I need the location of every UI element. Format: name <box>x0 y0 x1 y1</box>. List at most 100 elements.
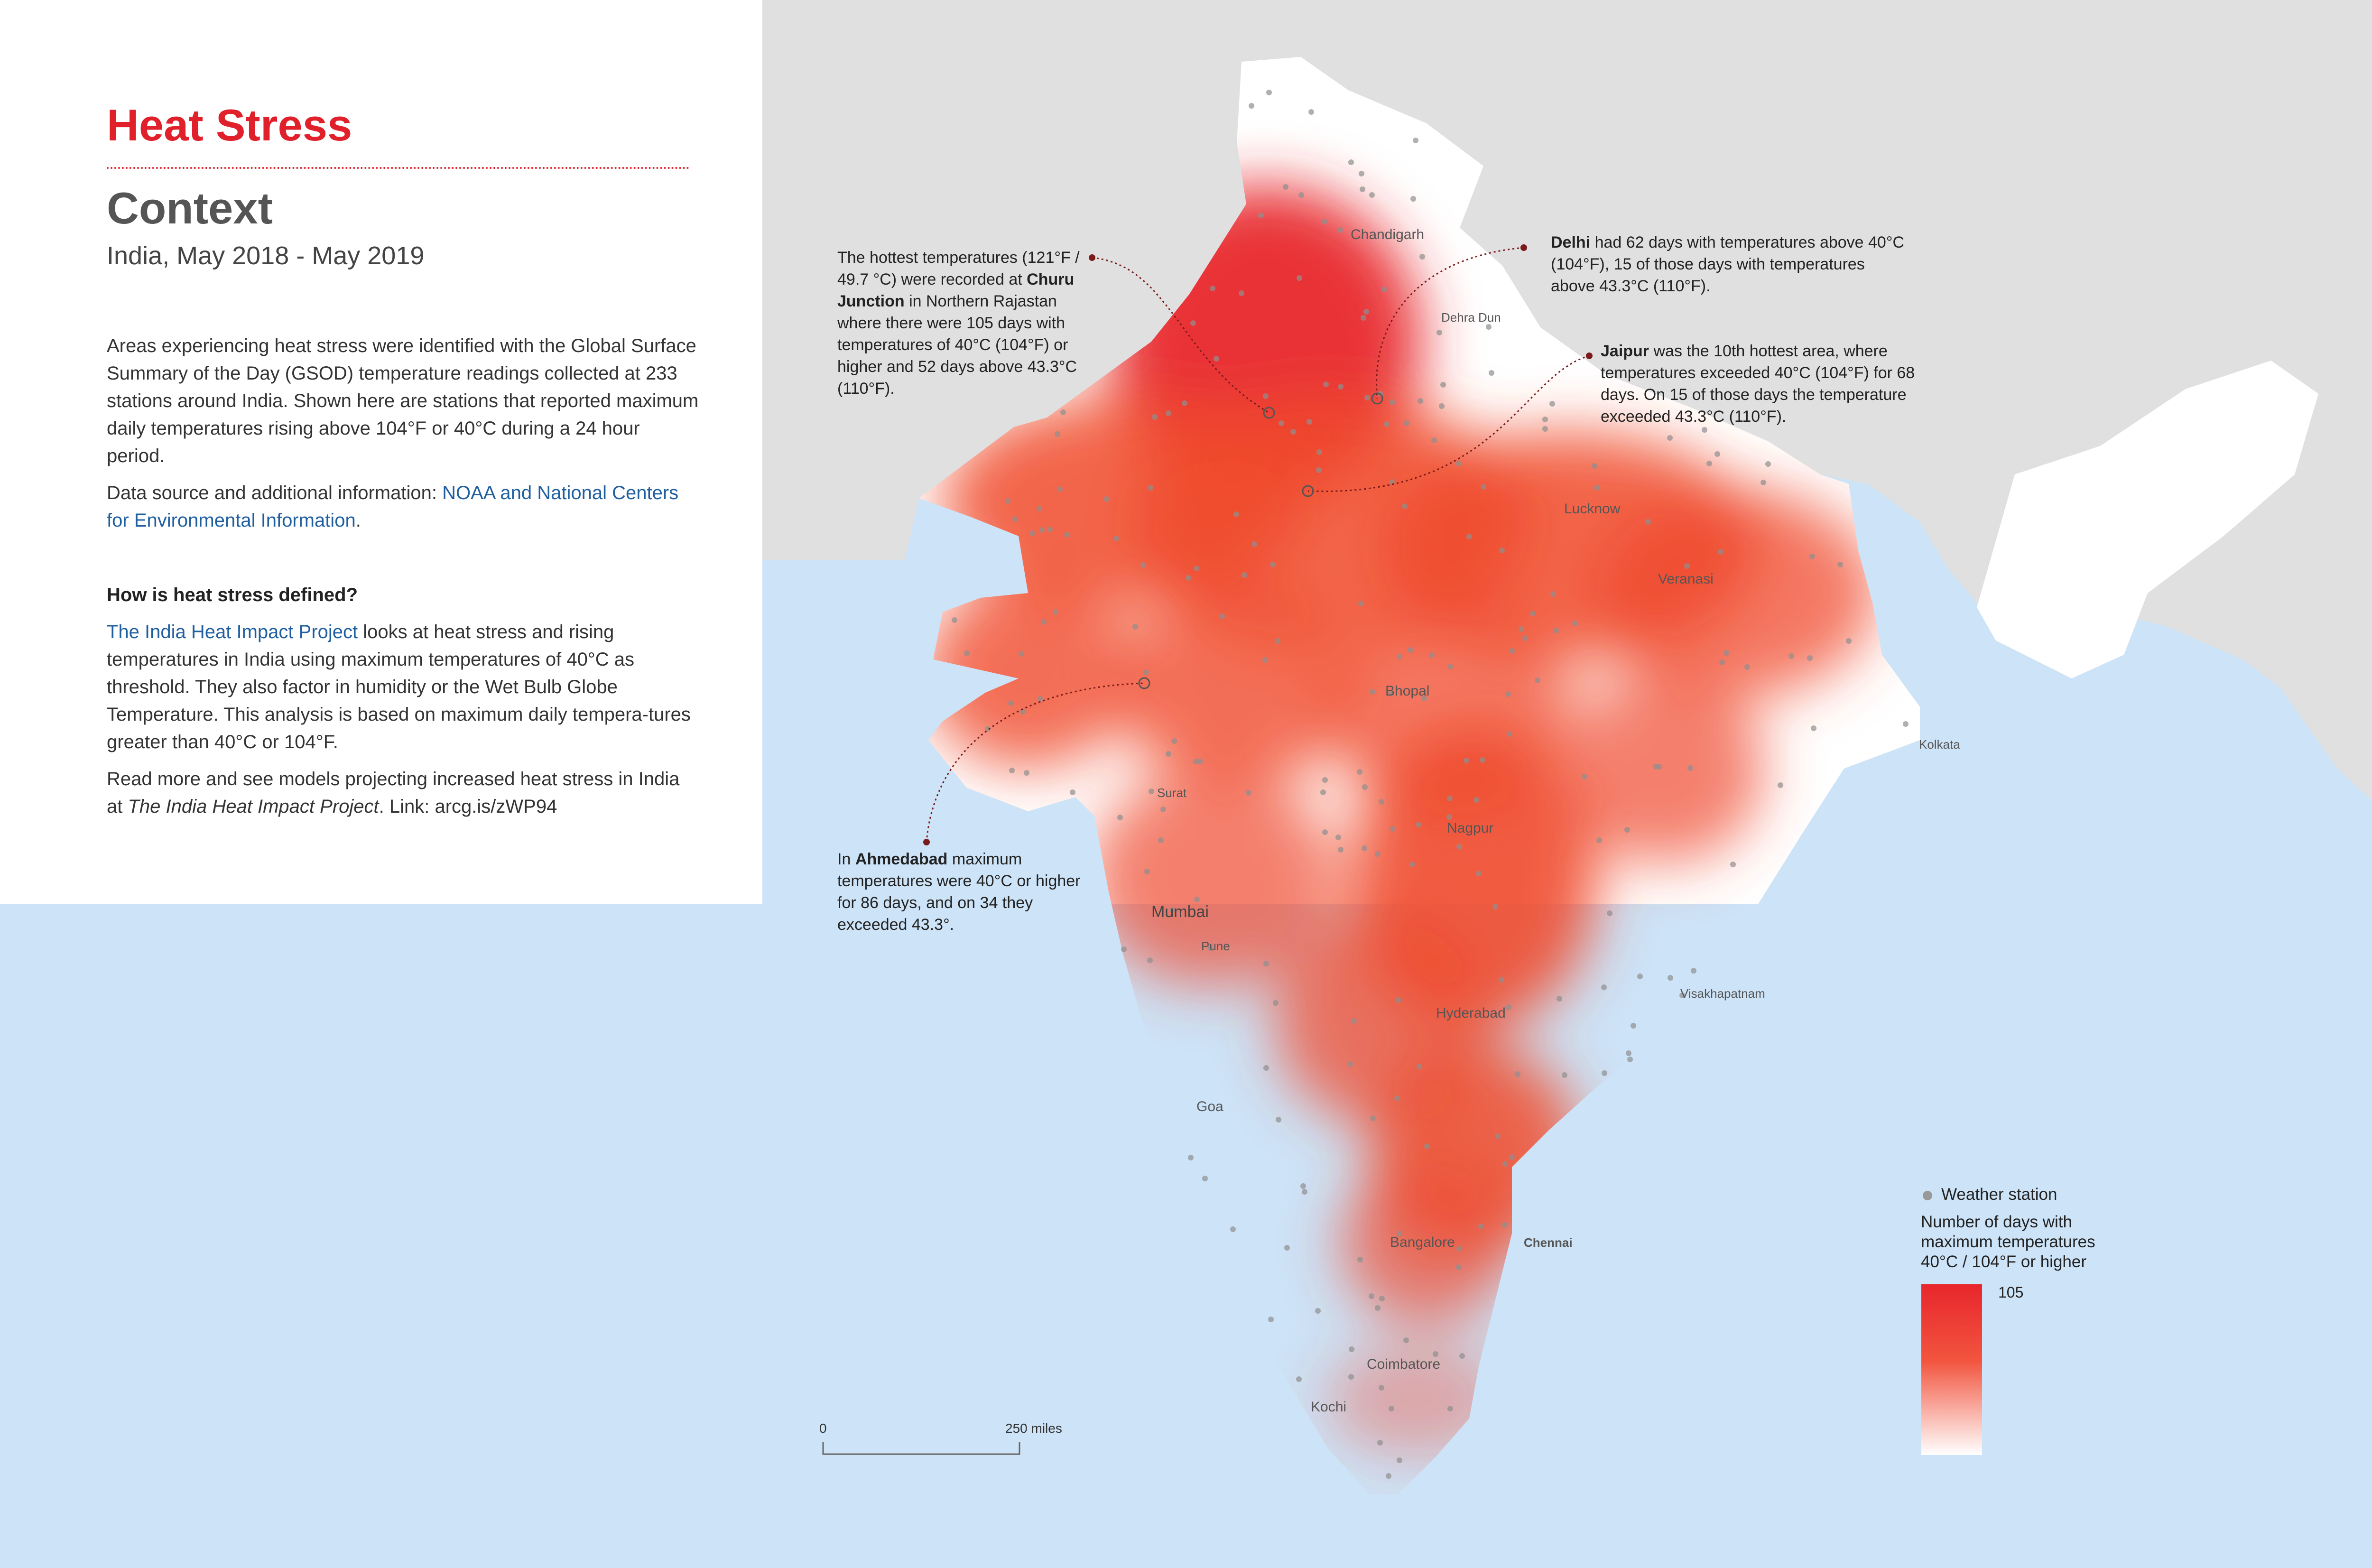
weather-station-dot <box>1495 1133 1501 1139</box>
weather-station-dot <box>1202 1176 1208 1181</box>
weather-station-dot <box>1760 480 1766 485</box>
weather-station-dot <box>1409 862 1415 867</box>
weather-station-dot <box>1275 638 1280 644</box>
weather-station-dot <box>1041 619 1047 625</box>
weather-station-dot <box>1502 1222 1508 1228</box>
weather-station-dot <box>1230 1226 1236 1232</box>
weather-station-dot <box>1210 286 1215 291</box>
weather-station-dot <box>1369 192 1375 198</box>
scale-start: 0 <box>819 1421 827 1436</box>
weather-station-dot <box>1489 370 1494 376</box>
weather-station-dot <box>1626 1050 1631 1056</box>
page-title: Heat Stress <box>107 100 352 151</box>
weather-station-dot <box>1268 1317 1274 1322</box>
weather-station-dot <box>1171 738 1177 744</box>
city-kolkata: Kolkata <box>1919 737 1960 752</box>
weather-station-dot <box>1270 562 1276 567</box>
annotation-ahmedabad: In Ahmedabad maximum temperatures were 4… <box>837 848 1084 936</box>
weather-station-dot <box>1263 961 1269 966</box>
weather-station-dot <box>1809 554 1815 559</box>
weather-station-dot <box>1456 844 1462 850</box>
weather-station-dot <box>1140 562 1146 568</box>
legend-station-label: Weather station <box>1941 1185 2057 1205</box>
weather-station-dot <box>1362 845 1367 851</box>
source-prefix: Data source and additional information: <box>107 482 442 503</box>
weather-station-dot <box>1053 609 1058 615</box>
weather-station-dot <box>1249 103 1254 109</box>
weather-station-dot <box>1369 1293 1374 1299</box>
weather-station-dot <box>1316 449 1322 455</box>
delhi-text: had 62 days with temperatures above 40°C… <box>1551 233 1904 295</box>
weather-station-dot <box>1037 506 1042 511</box>
city-surat: Surat <box>1157 786 1187 800</box>
weather-station-dot <box>1306 419 1312 425</box>
weather-station-dot <box>1338 384 1344 390</box>
weather-station-dot <box>1219 613 1225 619</box>
weather-station-dot <box>1550 591 1556 597</box>
weather-station-dot <box>1316 467 1322 473</box>
city-bangalore: Bangalore <box>1390 1234 1455 1250</box>
city-chandigarh: Chandigarh <box>1351 227 1424 242</box>
weather-station-dot <box>1029 530 1035 536</box>
weather-station-dot <box>1515 1071 1520 1077</box>
weather-station-dot <box>1290 429 1296 435</box>
weather-station-dot <box>1390 399 1395 405</box>
weather-station-dot <box>1594 485 1600 491</box>
city-dehradun: Dehra Dun <box>1441 310 1501 325</box>
weather-station-dot <box>1499 547 1505 553</box>
weather-station-dot <box>1730 862 1736 867</box>
weather-station-dot <box>1194 566 1199 571</box>
weather-station-dot <box>1394 1095 1400 1101</box>
weather-station-dot <box>1572 621 1578 626</box>
weather-station-dot <box>1778 782 1783 788</box>
weather-station-dot <box>1456 461 1462 466</box>
city-pune: Pune <box>1201 939 1230 953</box>
weather-station-dot <box>1439 403 1445 409</box>
weather-station-dot <box>1117 815 1123 820</box>
weather-station-dot <box>1190 320 1196 326</box>
weather-station-dot <box>1361 315 1366 321</box>
weather-station-dot <box>1379 799 1384 805</box>
india-heat-project-link[interactable]: The India Heat Impact Project <box>107 622 358 642</box>
weather-station-dot <box>1562 1072 1567 1078</box>
weather-station-dot <box>1012 516 1018 522</box>
weather-station-dot <box>1258 213 1264 218</box>
weather-station-dot <box>952 617 957 623</box>
weather-station-dot <box>1144 869 1150 874</box>
weather-station-dot <box>1397 1457 1402 1463</box>
city-lucknow: Lucknow <box>1564 501 1621 517</box>
weather-station-dot <box>1408 647 1413 653</box>
weather-station-dot <box>1335 835 1341 840</box>
legend-min: 0 <box>1998 1440 2007 1457</box>
weather-station-dot <box>1362 784 1368 790</box>
weather-station-dot <box>1480 757 1485 763</box>
weather-station-dot <box>1549 401 1555 407</box>
weather-station-dot <box>1246 790 1251 796</box>
weather-station-dot <box>1039 527 1045 533</box>
weather-station-dot <box>1348 159 1354 165</box>
definition-section: How is heat stress defined? The India He… <box>107 581 700 830</box>
weather-station-dot <box>1214 356 1219 362</box>
weather-station-dot <box>1396 997 1401 1003</box>
weather-station-dot <box>1446 814 1452 820</box>
weather-station-dot <box>1507 731 1512 737</box>
annotation-jaipur: Jaipur was the 10th hottest area, where … <box>1601 340 1942 427</box>
paragraph-source: Data source and additional information: … <box>107 479 700 534</box>
weather-station-dot <box>1359 171 1364 176</box>
weather-station-dot <box>1667 435 1673 441</box>
weather-station-dot <box>1481 484 1486 490</box>
weather-station-dot <box>1418 398 1423 404</box>
weather-station-dot <box>1070 789 1075 795</box>
weather-station-dot <box>1702 427 1707 433</box>
weather-station-dot <box>1502 1161 1508 1167</box>
weather-station-legend-dot <box>1923 1191 1932 1200</box>
scale-end: 250 miles <box>1005 1421 1062 1436</box>
weather-station-dot <box>1602 1070 1607 1076</box>
weather-station-dot <box>1377 1440 1383 1446</box>
weather-station-dot <box>1627 1057 1633 1062</box>
weather-station-dot <box>1263 1065 1269 1071</box>
weather-station-dot <box>1038 696 1043 702</box>
weather-station-dot <box>1186 575 1191 581</box>
weather-station-dot <box>1152 414 1158 420</box>
text-panel: Heat Stress Context India, May 2018 - Ma… <box>0 0 762 1566</box>
